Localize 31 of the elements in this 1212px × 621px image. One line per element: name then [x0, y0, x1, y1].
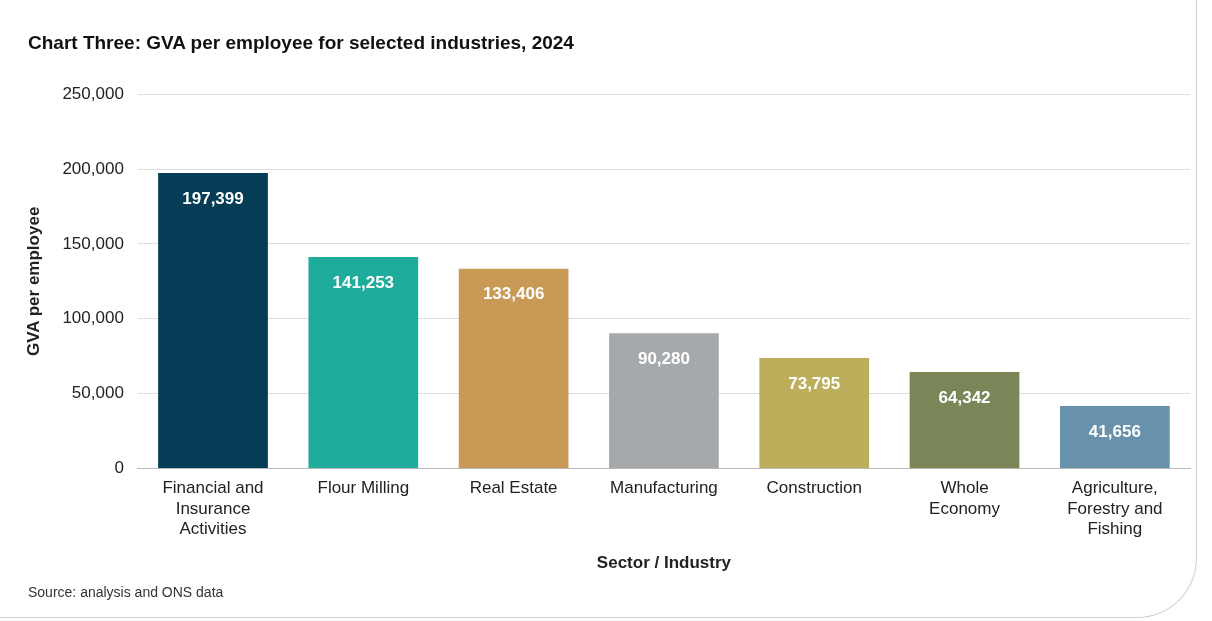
- bar: [759, 357, 870, 468]
- x-tick-label: Manufacturing: [610, 478, 718, 498]
- source-note: Source: analysis and ONS data: [28, 584, 224, 600]
- chart-title: Chart Three: GVA per employee for selected industries, 2024: [28, 32, 574, 54]
- y-tick-label: 100,000: [62, 308, 124, 328]
- x-tick-label: Whole Economy: [929, 478, 1001, 518]
- data-label: 73,795: [788, 373, 841, 393]
- y-tick-label: 250,000: [62, 83, 124, 103]
- x-tick-label: Agriculture, Forestry and Fishing: [1067, 478, 1163, 539]
- x-axis-title: Sector / Industry: [596, 553, 732, 573]
- bar: [909, 372, 1020, 468]
- data-label: 90,280: [637, 348, 690, 368]
- bar: [458, 268, 569, 468]
- x-tick-label: Financial and Insurance Activities: [162, 478, 264, 539]
- y-tick-label: 200,000: [62, 158, 124, 178]
- data-label: 197,399: [182, 188, 244, 208]
- y-tick-label: 50,000: [71, 383, 124, 403]
- data-label: 141,253: [332, 272, 395, 292]
- y-tick-label: 0: [114, 458, 124, 478]
- x-tick-label: Construction: [766, 478, 862, 498]
- bar: [158, 172, 268, 468]
- x-tick-label: Real Estate: [469, 478, 558, 498]
- data-label: 64,342: [938, 387, 991, 407]
- x-tick-label: Flour Milling: [317, 478, 410, 498]
- data-label: 41,656: [1088, 421, 1141, 441]
- y-tick-label: 150,000: [62, 233, 124, 253]
- bar: [609, 333, 719, 468]
- bar: [1059, 406, 1170, 468]
- y-axis-title: GVA per employee: [23, 206, 43, 356]
- bar: [308, 256, 419, 468]
- data-label: 133,406: [482, 284, 545, 304]
